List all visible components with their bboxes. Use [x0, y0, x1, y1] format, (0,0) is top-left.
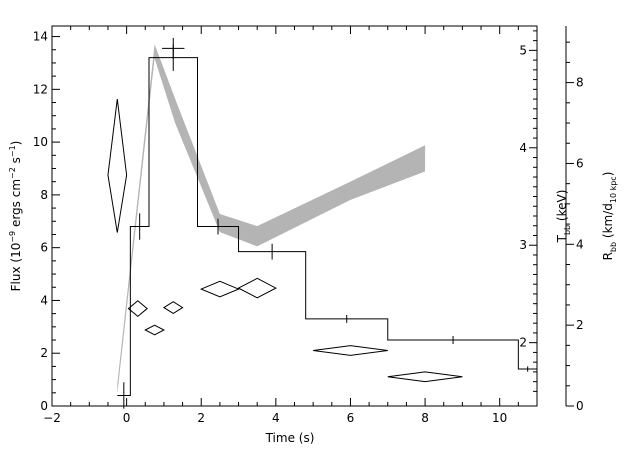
- temperature-point: [313, 345, 388, 356]
- radius-tick-label: 6: [576, 156, 584, 170]
- radius-tick-label: 8: [576, 76, 584, 90]
- x-tick-label: −2: [43, 411, 61, 425]
- radius-tick-label: 0: [576, 399, 584, 413]
- kT-tick-label: 5: [519, 43, 527, 57]
- flux-tick-label: 12: [33, 82, 48, 96]
- x-tick-label: 4: [272, 411, 280, 425]
- flux-layer: [117, 37, 537, 409]
- flux-axis-label: Flux (10−9 ergs cm−2 s−1): [8, 141, 23, 292]
- flux-tick-label: 14: [33, 30, 48, 44]
- temperature-point: [237, 277, 277, 299]
- x-axis-label: Time (s): [265, 431, 315, 445]
- x-tick-label: 2: [197, 411, 205, 425]
- flux-histogram-line: [117, 57, 537, 396]
- flux-tick-label: 6: [40, 241, 48, 255]
- kT-tick-label: 2: [519, 336, 527, 350]
- temperature-point: [199, 280, 240, 298]
- x-tick-label: 0: [123, 411, 131, 425]
- flux-tick-label: 0: [40, 399, 48, 413]
- radius-tick-label: 4: [576, 237, 584, 251]
- x-tick-label: 8: [421, 411, 429, 425]
- temperature-point: [387, 371, 463, 383]
- kT-tick-label: 4: [519, 141, 527, 155]
- x-tick-label: 10: [492, 411, 507, 425]
- temperature-axis-label: Tbb (keV): [555, 190, 572, 244]
- temperature-point: [162, 301, 184, 315]
- flux-tick-label: 8: [40, 188, 48, 202]
- radius-band: [117, 44, 426, 394]
- temperature-point: [144, 324, 166, 336]
- x-tick-label: 6: [347, 411, 355, 425]
- flux-tick-label: 2: [40, 346, 48, 360]
- radius-band-layer: [117, 44, 426, 394]
- radius-tick-label: 2: [576, 318, 584, 332]
- flux-tick-label: 4: [40, 293, 48, 307]
- temperature-layer: [107, 99, 463, 383]
- temperature-point: [127, 300, 148, 318]
- temperature-point: [107, 99, 128, 233]
- radius-axis-label: Rbb (km/d10 kpc): [601, 172, 618, 261]
- kT-tick-label: 3: [519, 238, 527, 252]
- flux-tick-label: 10: [33, 135, 48, 149]
